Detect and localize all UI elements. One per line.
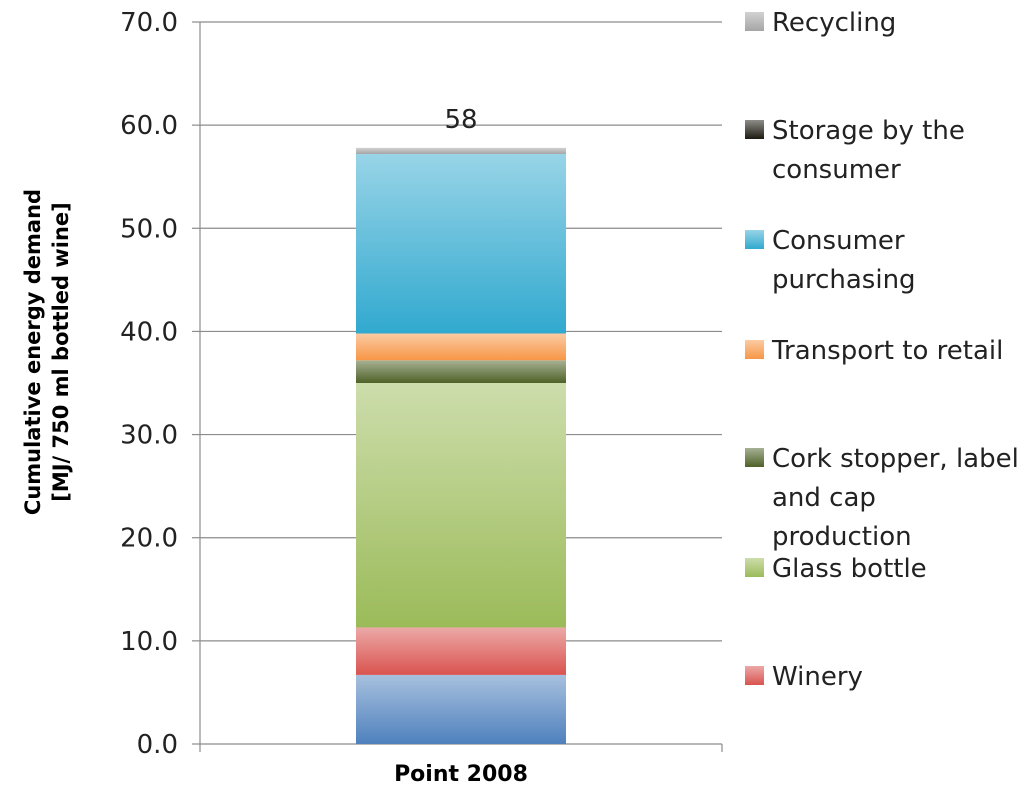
y-axis-label: Cumulative energy demand xyxy=(21,189,45,515)
bar-segment-series-0 xyxy=(356,674,566,744)
y-tick-label: 0.0 xyxy=(137,730,178,760)
legend-swatch xyxy=(745,558,764,577)
bar-segment-glass-bottle xyxy=(356,383,566,628)
legend-label: Consumer purchasing xyxy=(772,226,916,295)
y-tick-label: 60.0 xyxy=(120,111,178,141)
legend-swatch xyxy=(745,448,764,467)
y-tick-label: 30.0 xyxy=(120,421,178,451)
y-tick-label: 10.0 xyxy=(120,627,178,657)
legend-swatch xyxy=(745,120,764,139)
legend-label: Glass bottle xyxy=(772,554,927,584)
y-tick-label: 50.0 xyxy=(120,214,178,244)
y-tick-label: 40.0 xyxy=(120,317,178,347)
total-data-label: 58 xyxy=(444,105,477,135)
x-category-label: Point 2008 xyxy=(394,762,528,787)
legend-label: Winery xyxy=(772,662,863,692)
bar-segment-consumer-purchasing xyxy=(356,154,566,334)
bar-segment-winery xyxy=(356,627,566,675)
y-tick-labels: 0.0 10.0 20.0 30.0 40.0 50.0 60.0 70.0 xyxy=(120,8,178,760)
y-tick-label: 70.0 xyxy=(120,8,178,38)
legend-swatch xyxy=(745,12,764,31)
bar-segments xyxy=(356,147,566,744)
bar-segment-recycling xyxy=(356,147,566,155)
data-labels: 58 xyxy=(444,105,477,135)
legend-swatch xyxy=(745,666,764,685)
legend: Recycling Storage by the consumer Consumer p… xyxy=(745,8,1019,692)
legend-swatch xyxy=(745,230,764,249)
bar-segment-transport-to-retail xyxy=(356,333,566,361)
legend-label: Storage by the consumer xyxy=(772,116,965,185)
legend-label: Cork stopper, label and cap production xyxy=(772,444,1019,552)
y-axis-label-line2: [MJ/ 750 ml bottled wine] xyxy=(49,202,73,502)
legend-swatch xyxy=(745,340,764,359)
legend-label: Recycling xyxy=(772,8,896,38)
bar-segment-cork-stopper-label-and-cap-production xyxy=(356,360,566,383)
legend-label: Transport to retail xyxy=(771,336,1003,366)
y-tick-label: 20.0 xyxy=(120,524,178,554)
